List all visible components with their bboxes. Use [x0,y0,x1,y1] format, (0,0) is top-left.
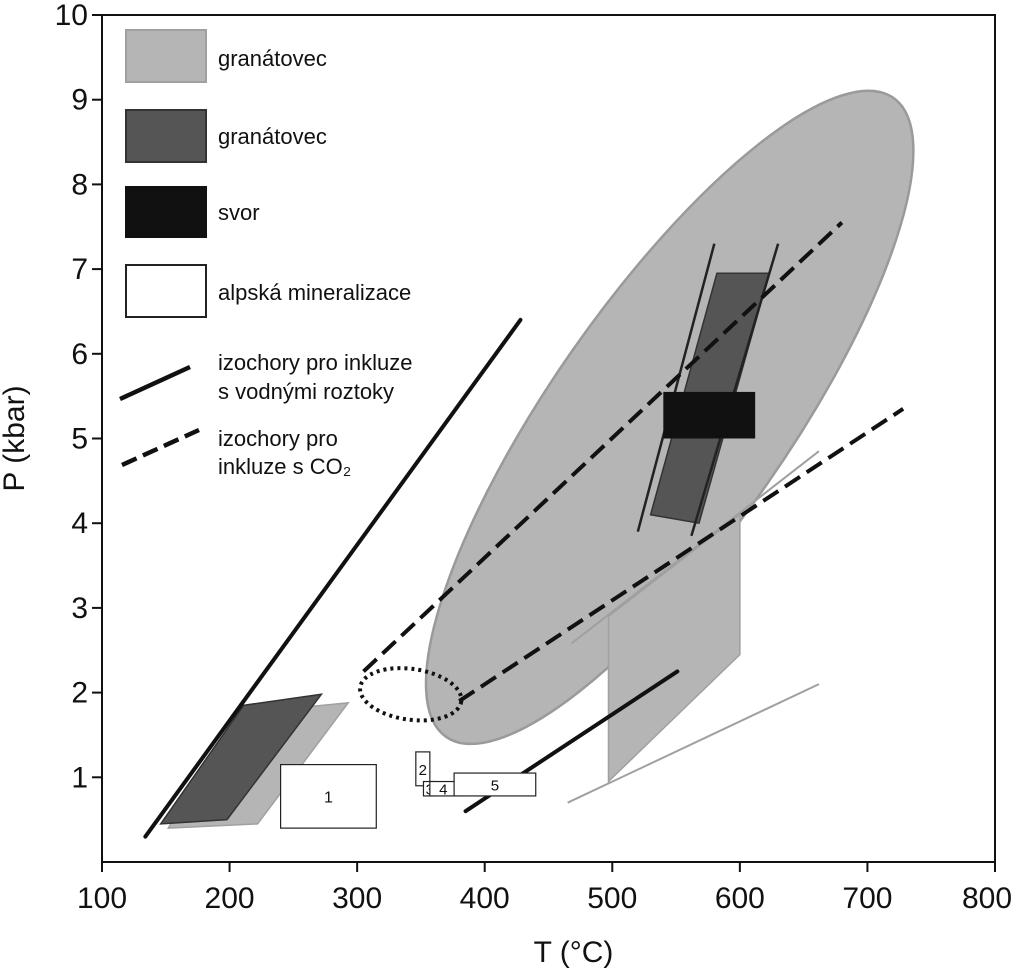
legend-line-label-1-1: izochory pro inkluze [218,350,412,375]
legend-dashed-line-sample [121,427,200,468]
legend: granátovec granátovec svor alpská mineraliz… [119,29,412,479]
legend-label-1: granátovec [218,46,327,71]
alpine-box-label-5: 5 [491,777,499,794]
y-tick-label: 1 [71,761,88,794]
alpine-box-label-1: 1 [324,789,333,806]
legend-swatch-3 [125,186,207,238]
svor-field [663,391,756,439]
legend-line-label-1-2: s vodnými roztoky [218,379,394,404]
y-axis-title: P (kbar) [0,385,31,491]
legend-swatch-4 [125,264,207,318]
x-tick-label: 600 [715,882,765,915]
y-tick-label: 5 [71,423,88,456]
dark-bracket-line-2 [690,243,780,537]
x-tick-label: 700 [842,882,892,915]
y-tick-label: 8 [71,168,88,201]
alpine-box-1 [280,763,377,829]
y-tick-label: 10 [55,0,88,32]
y-tick-label: 6 [71,338,88,371]
legend-line-label-2-1: izochory pro [218,426,338,451]
dark-field-left [159,693,324,825]
co2-dotted-ellipse [358,666,464,723]
x-tick-label: 300 [332,882,382,915]
y-tick-label: 7 [71,253,88,286]
light-field-right [607,513,741,784]
x-axis-title: T (°C) [534,936,614,969]
legend-line-label-2-2: inkluze s CO₂ [218,454,351,479]
y-tick-label: 4 [71,507,88,540]
y-tick-label: 9 [71,84,88,117]
x-tick-label: 500 [587,882,637,915]
legend-label-2: granátovec [218,124,327,149]
isochore-lines-layer [143,221,905,839]
alpine-box-label-4: 4 [439,782,447,799]
alpine-box-5 [453,772,537,797]
legend-swatch-1 [125,29,207,83]
axis-ticks: 100 200 300 400 500 600 700 800 1 2 3 4 5 6 7 8 9 10 [55,0,1012,915]
legend-label-3: svor [218,200,260,225]
co2-isochore-2 [458,407,905,703]
legend-solid-line-sample [119,364,191,402]
light-boundary-line-2 [570,450,820,645]
dark-bracket-line-1 [636,243,716,532]
co2-isochore-1 [362,221,844,673]
alpine-box-2 [415,751,431,787]
y-tick-label: 3 [71,592,88,625]
x-tick-label: 100 [77,882,127,915]
fields-layer [159,89,915,829]
legend-label-4: alpská mineralizace [218,280,411,305]
y-tick-label: 2 [71,677,88,710]
x-tick-label: 800 [962,882,1012,915]
x-tick-label: 400 [460,882,510,915]
water-isochore-1 [143,317,523,839]
light-boundary-line-1 [567,683,820,804]
alpine-box-label-2: 2 [419,762,427,779]
legend-swatch-2 [125,109,207,163]
x-tick-label: 200 [205,882,255,915]
